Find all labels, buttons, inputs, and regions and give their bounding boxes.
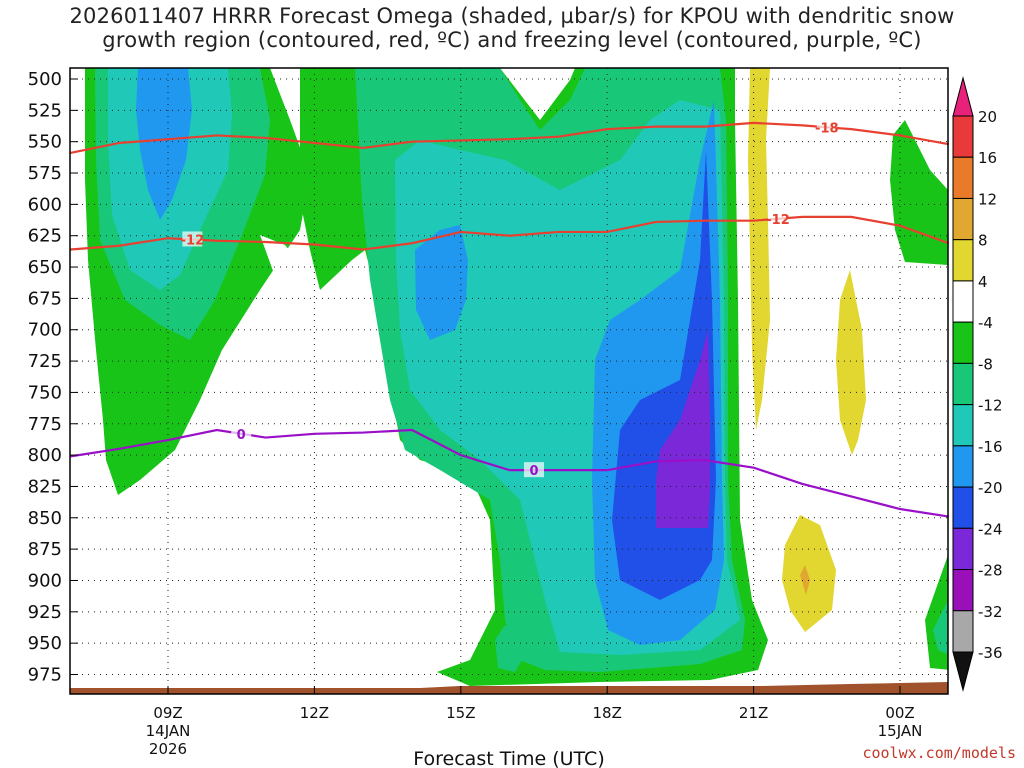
y-tick-label: 500 xyxy=(28,69,62,90)
colorbar-box xyxy=(952,156,974,199)
chart-title-line1: 2026011407 HRRR Forecast Omega (shaded, … xyxy=(69,4,955,28)
chart-title: 2026011407 HRRR Forecast Omega (shaded, … xyxy=(0,4,1024,52)
y-tick-label: 675 xyxy=(28,288,62,309)
x-tick-label: 15Z xyxy=(446,704,475,722)
contour-label-bg xyxy=(524,462,544,478)
plot-frame xyxy=(69,67,949,695)
omega-core-west-blue xyxy=(136,68,192,220)
y-tick-label: 950 xyxy=(28,633,62,654)
chart-title-line2: growth region (contoured, red, ºC) and f… xyxy=(102,28,922,52)
contour-label: 0 xyxy=(237,428,246,443)
colorbar-label: 20 xyxy=(978,108,997,126)
omega-band-sfc-east-light xyxy=(933,600,948,655)
x-tick-label: 18Z xyxy=(593,704,622,722)
contour-label-bg xyxy=(231,425,252,441)
terrain-strip xyxy=(70,682,948,694)
omega-core-east-purple xyxy=(656,330,710,528)
y-tick-label: 725 xyxy=(28,351,62,372)
contour-dgz-minus12 xyxy=(70,215,950,251)
colorbar-box xyxy=(952,280,974,323)
omega-pos-22z-yellow xyxy=(782,515,836,632)
y-tick-label: 975 xyxy=(28,665,62,686)
contour-label-bg xyxy=(768,210,788,226)
x-tick-label: 00Z xyxy=(885,704,914,722)
omega-core-central-blue xyxy=(415,225,468,340)
source-credit[interactable]: coolwx.com/models xyxy=(862,744,1016,762)
y-tick-label: 525 xyxy=(28,100,62,121)
colorbar-box xyxy=(952,115,974,158)
colorbar-box xyxy=(952,197,974,241)
contour-label: -12 xyxy=(766,213,790,228)
y-tick-label: 775 xyxy=(28,414,62,435)
y-tick-label: 900 xyxy=(28,570,62,591)
colorbar-bottom-arrow xyxy=(952,651,974,692)
colorbar-label: -8 xyxy=(978,355,993,373)
colorbar-box xyxy=(952,362,974,406)
colorbar-label: -4 xyxy=(978,314,993,332)
colorbar-label: -12 xyxy=(978,397,1003,415)
y-tick-label: 550 xyxy=(28,132,62,153)
colorbar-label: 8 xyxy=(978,232,988,250)
colorbar-box xyxy=(952,404,974,447)
x-tick-date: 15JAN xyxy=(878,722,923,740)
omega-band-far-east-green xyxy=(890,120,948,265)
omega-band-sfc-center xyxy=(495,625,522,672)
y-tick-label: 875 xyxy=(28,539,62,560)
y-tick-label: 650 xyxy=(28,257,62,278)
y-tick-label: 800 xyxy=(28,445,62,466)
colorbar-label: -20 xyxy=(978,479,1003,497)
colorbar-label: -28 xyxy=(978,562,1003,580)
contour-label-bg xyxy=(816,119,837,135)
y-tick-label: 825 xyxy=(28,476,62,497)
y-tick-label: 575 xyxy=(28,163,62,184)
contour-label: 0 xyxy=(529,464,538,479)
colorbar-box xyxy=(952,239,974,282)
contour-label-bg xyxy=(182,231,203,247)
grid-lines xyxy=(70,68,948,694)
contour-label: -12 xyxy=(181,233,205,248)
x-axis-label: Forecast Time (UTC) xyxy=(413,748,604,768)
colorbar-box xyxy=(952,610,974,653)
colorbar-label: -16 xyxy=(978,438,1003,456)
contour-lines: -18 -12 -12 0 0 xyxy=(70,119,950,518)
colorbar-box xyxy=(952,321,974,364)
x-tick-year: 2026 xyxy=(149,740,187,758)
omega-pos-22z-orange xyxy=(800,565,810,595)
omega-notch-12z xyxy=(260,235,356,355)
x-tick-label: 21Z xyxy=(739,704,768,722)
x-tick-date: 14JAN xyxy=(146,722,191,740)
colorbar-label: -32 xyxy=(978,603,1003,621)
colorbar-label: 4 xyxy=(978,273,988,291)
x-tick-label: 12Z xyxy=(300,704,329,722)
x-tick-label: 09Z xyxy=(153,704,182,722)
contour-freezing-level-0 xyxy=(70,428,949,518)
colorbar-top-arrow xyxy=(952,76,974,117)
y-axis: 500 525 550 575 600 625 650 675 700 725 750 775 800 8… xyxy=(28,69,78,686)
colorbar-label: -36 xyxy=(978,644,1003,662)
y-tick-label: 600 xyxy=(28,194,62,215)
colorbar-box xyxy=(952,527,974,571)
colorbar-box xyxy=(952,569,974,612)
colorbar-box xyxy=(952,486,974,529)
colorbar-box xyxy=(952,445,974,488)
y-tick-label: 850 xyxy=(28,508,62,529)
colorbar-label: 16 xyxy=(978,149,997,167)
omega-shaded-field xyxy=(70,68,948,694)
y-tick-label: 925 xyxy=(28,602,62,623)
y-tick-label: 700 xyxy=(28,320,62,341)
y-tick-label: 750 xyxy=(28,382,62,403)
colorbar: 20 16 12 8 4 -4 -8 -12 -16 -20 -24 -28 -32 -36 xyxy=(952,76,1003,692)
y-tick-label: 625 xyxy=(28,226,62,247)
omega-pos-2230z-yellow xyxy=(836,270,866,455)
colorbar-label: -24 xyxy=(978,520,1003,538)
contour-label: -18 xyxy=(815,121,839,136)
colorbar-label: 12 xyxy=(978,190,997,208)
